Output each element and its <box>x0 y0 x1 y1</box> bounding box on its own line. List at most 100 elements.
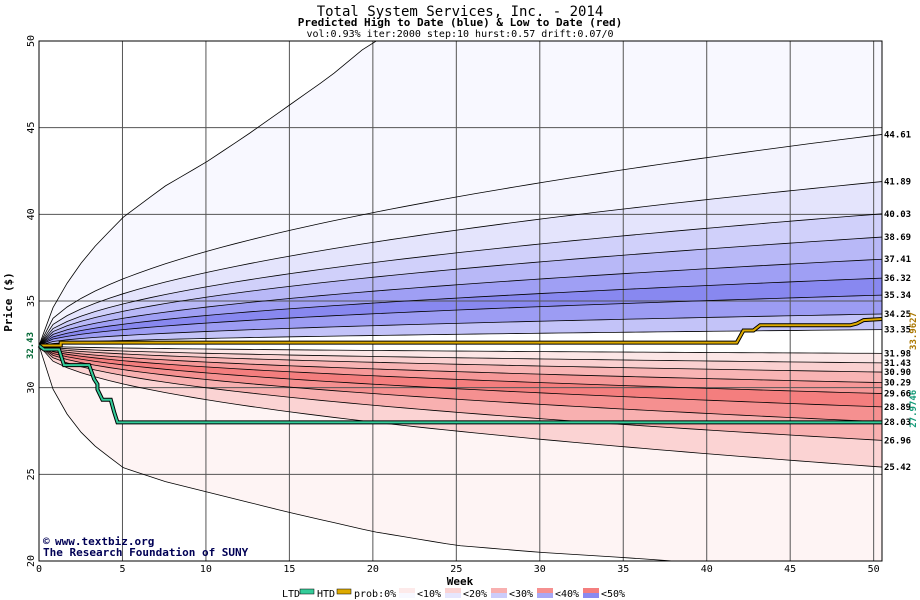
x-tick-label: 35 <box>617 564 629 575</box>
y-tick-label: 20 <box>26 555 37 567</box>
legend-bucket-label: <50% <box>601 589 625 600</box>
htd-end-value-label: 33.9627 <box>909 312 919 350</box>
legend-swatch-bottom <box>399 593 415 598</box>
x-tick-label: 5 <box>119 564 125 575</box>
band-low <box>39 345 882 422</box>
band-low <box>39 345 882 441</box>
y-tick-label: 40 <box>26 208 37 220</box>
percentile-curve <box>38 345 883 468</box>
start-price-label: 32.43 <box>26 332 36 359</box>
percentile-curve <box>38 345 883 408</box>
legend-bucket-label: <10% <box>417 589 441 600</box>
plot-border <box>38 40 883 562</box>
curve-end-label: 28.03 <box>884 418 911 428</box>
percentile-curve <box>38 345 883 394</box>
percentile-curve <box>38 181 883 346</box>
band-high <box>39 134 882 346</box>
series-line-htd <box>39 318 883 347</box>
legend-htd-swatch <box>336 588 352 595</box>
band-low <box>39 345 882 468</box>
percentile-curve <box>38 258 883 346</box>
band-low-outer <box>39 345 882 561</box>
curve-end-label: 30.90 <box>884 368 911 378</box>
curve-end-label: 25.42 <box>884 463 911 473</box>
legend-swatch-top <box>537 588 553 593</box>
chart-subtitle: Predicted High to Date (blue) & Low to D… <box>298 16 623 29</box>
chart-params: vol:0.93% iter:2000 step:10 hurst:0.57 d… <box>306 29 613 40</box>
legend-bucket-label: <30% <box>509 589 533 600</box>
curve-end-label: 29.66 <box>884 390 911 400</box>
ltd-end-value-label: 27.9746 <box>909 390 919 428</box>
curve-end-label: 35.34 <box>884 291 912 301</box>
curve-end-label: 40.03 <box>884 210 911 220</box>
percentile-curve <box>38 213 883 346</box>
band-high-outer <box>39 41 882 346</box>
curve-end-label: 41.89 <box>884 178 911 188</box>
legend-bucket-label: <20% <box>463 589 487 600</box>
percentile-curve <box>38 345 883 364</box>
legend-swatch-bottom <box>537 593 553 598</box>
legend-buckets: <10% <20% <30% <40% <50% <box>399 588 625 600</box>
legend: LTD HTD prob:0% <10% <20% <30% <40% <50% <box>282 588 625 600</box>
percentile-curve <box>38 345 883 384</box>
x-tick-label: 40 <box>701 564 713 575</box>
copyright-symbol: © <box>43 535 50 548</box>
band-high <box>39 213 882 346</box>
y-axis-label: Price ($) <box>2 272 15 332</box>
band-high <box>39 295 882 346</box>
band-low <box>39 345 882 373</box>
x-tick-label: 10 <box>200 564 212 575</box>
x-axis-label: Week <box>447 575 474 588</box>
y-tick-label: 50 <box>26 35 37 47</box>
x-tick-label: 20 <box>367 564 379 575</box>
band-high <box>39 314 882 346</box>
band-high <box>39 181 882 346</box>
curve-end-label: 26.96 <box>884 436 911 446</box>
percentile-curve <box>38 277 883 346</box>
x-tick-label: 45 <box>784 564 796 575</box>
percentile-curves <box>38 40 883 562</box>
curve-end-label: 31.98 <box>884 349 911 359</box>
curve-end-label: 36.32 <box>884 274 911 284</box>
credit-org: The Research Foundation of SUNY <box>43 546 249 559</box>
percentile-curve <box>38 345 883 423</box>
x-tick-label: 25 <box>450 564 462 575</box>
band-high <box>39 278 882 346</box>
band-high <box>39 237 882 346</box>
curve-end-label: 38.69 <box>884 233 911 243</box>
legend-ltd-swatch <box>299 588 315 595</box>
curve-end-label: 37.41 <box>884 255 911 265</box>
curve-end-label: 28.89 <box>884 403 911 413</box>
chart-title: Total System Services, Inc. - 2014 <box>317 4 604 20</box>
percentile-curve <box>38 313 883 346</box>
curve-end-label: 33.35 <box>884 326 911 336</box>
legend-ltd-label: LTD <box>282 589 300 600</box>
plot-area <box>37 40 883 562</box>
legend-swatch-bottom <box>491 593 507 598</box>
credits-block: © www.textbiz.org The Research Foundatio… <box>43 535 249 559</box>
percentile-curve <box>38 345 883 441</box>
band-low <box>39 345 882 407</box>
legend-swatch-top <box>399 588 415 593</box>
curve-end-labels: 44.61 41.89 40.03 38.69 37.41 36.32 35.34 34.25… <box>884 130 912 473</box>
percentile-curve <box>38 345 883 354</box>
legend-swatch-top <box>583 588 599 593</box>
legend-prob-label: prob:0% <box>354 589 396 600</box>
legend-htd-label: HTD <box>317 589 335 600</box>
credit-site: www.textbiz.org <box>55 535 154 548</box>
band-low <box>39 345 882 383</box>
y-tick-label: 35 <box>26 295 37 307</box>
percentile-curve <box>38 236 883 346</box>
curve-end-label: 44.61 <box>884 130 911 140</box>
y-tick-label: 25 <box>26 468 37 480</box>
percentile-curve <box>38 134 883 346</box>
band-high <box>39 259 882 346</box>
x-tick-label: 50 <box>868 564 880 575</box>
curve-end-label: 31.43 <box>884 359 911 369</box>
band-low <box>39 345 882 363</box>
series-line-ltd <box>38 344 882 424</box>
band-low <box>39 345 882 394</box>
y-tick-label: 45 <box>26 122 37 134</box>
y-tick-label: 30 <box>26 382 37 394</box>
